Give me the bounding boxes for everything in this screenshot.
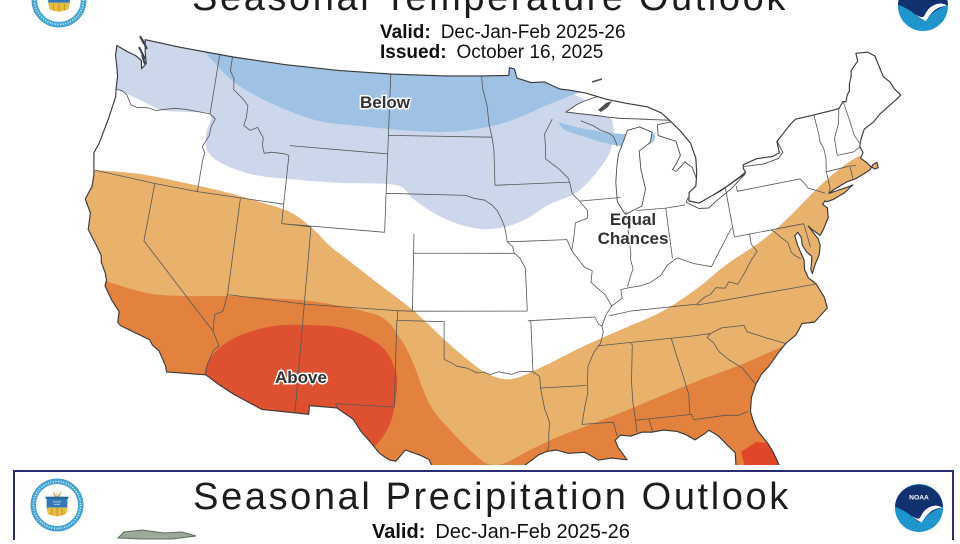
svg-text:Equal: Equal: [610, 210, 656, 229]
svg-text:Above: Above: [275, 368, 327, 387]
svg-text:Chances: Chances: [598, 229, 669, 248]
svg-text:NOAA: NOAA: [909, 495, 929, 502]
svg-text:Below: Below: [360, 93, 411, 112]
